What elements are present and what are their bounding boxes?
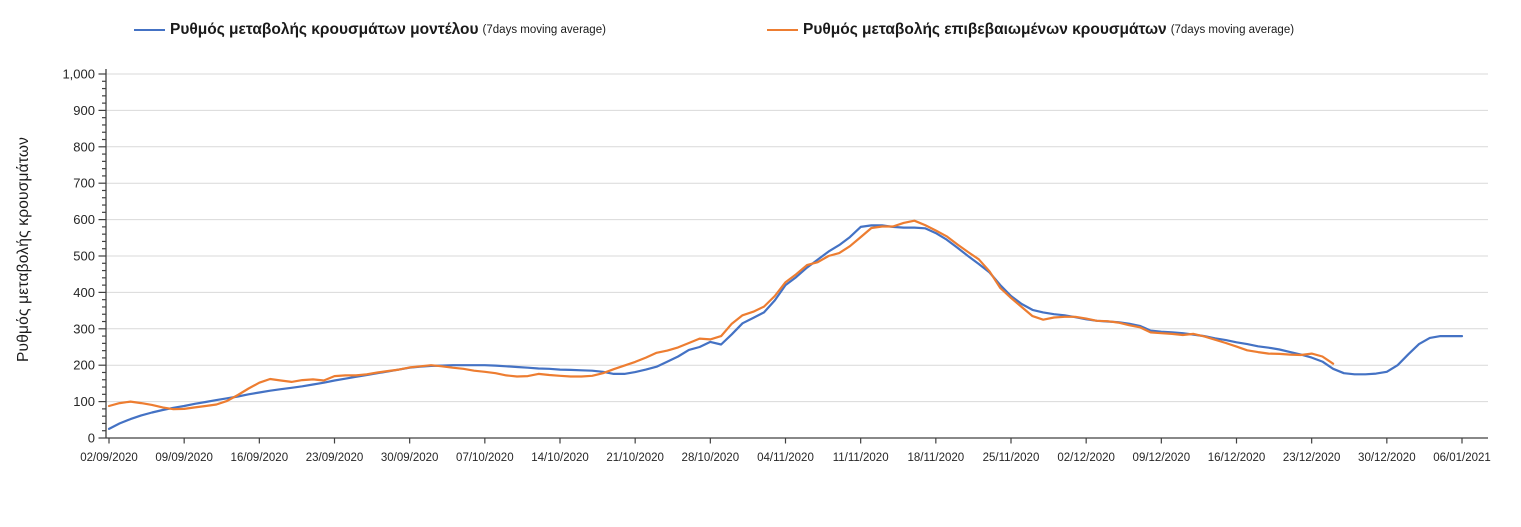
y-tick-label: 600: [73, 212, 95, 227]
legend-label-model: Ρυθμός μεταβολής κρουσμάτων μοντέλου: [170, 21, 479, 38]
x-tick-label: 09/12/2020: [1133, 452, 1191, 464]
y-tick-label: 500: [73, 249, 95, 264]
legend-line-confirmed-icon: [767, 28, 798, 32]
y-tick-label: 100: [73, 394, 95, 409]
legend-sub-confirmed: (7days moving average): [1170, 24, 1295, 36]
x-tick-label: 23/12/2020: [1283, 452, 1341, 464]
legend-line-model-icon: [134, 28, 165, 32]
y-tick-label: 300: [73, 321, 95, 336]
y-tick-label: 200: [73, 358, 95, 373]
x-tick-label: 14/10/2020: [531, 452, 589, 464]
x-tick-label: 04/11/2020: [757, 452, 814, 464]
x-tick-label: 07/10/2020: [456, 452, 514, 464]
x-tick-label: 16/09/2020: [231, 452, 289, 464]
y-tick-label: 400: [73, 285, 95, 300]
x-tick-label: 02/12/2020: [1057, 452, 1115, 464]
y-tick-label: 1,000: [62, 67, 95, 82]
x-tick-label: 30/09/2020: [381, 452, 439, 464]
confirmed-series-line: [107, 219, 1335, 411]
legend-item-model: Ρυθμός μεταβολής κρουσμάτων μοντέλου (7d…: [134, 21, 606, 39]
x-tick-label: 25/11/2020: [983, 452, 1040, 464]
y-tick-label: 0: [88, 431, 95, 446]
x-tick-label: 23/09/2020: [306, 452, 364, 464]
x-tick-label: 09/09/2020: [155, 452, 213, 464]
x-tick-label: 18/11/2020: [907, 452, 964, 464]
x-tick-label: 06/01/2021: [1433, 452, 1491, 464]
x-tick-label: 02/09/2020: [80, 452, 138, 464]
model-series-line: [107, 224, 1464, 430]
x-tick-label: 11/11/2020: [833, 452, 889, 464]
legend-item-confirmed: Ρυθμός μεταβολής επιβεβαιωμένων κρουσμάτ…: [767, 21, 1294, 39]
y-tick-label: 700: [73, 176, 95, 191]
x-tick-label: 21/10/2020: [606, 452, 664, 464]
y-tick-label: 900: [73, 103, 95, 118]
x-tick-label: 16/12/2020: [1208, 452, 1266, 464]
y-tick-label: 800: [73, 139, 95, 154]
x-tick-label: 30/12/2020: [1358, 452, 1416, 464]
x-tick-label: 28/10/2020: [682, 452, 740, 464]
legend-label-confirmed: Ρυθμός μεταβολής επιβεβαιωμένων κρουσμάτ…: [803, 21, 1167, 38]
legend-sub-model: (7days moving average): [482, 24, 606, 36]
